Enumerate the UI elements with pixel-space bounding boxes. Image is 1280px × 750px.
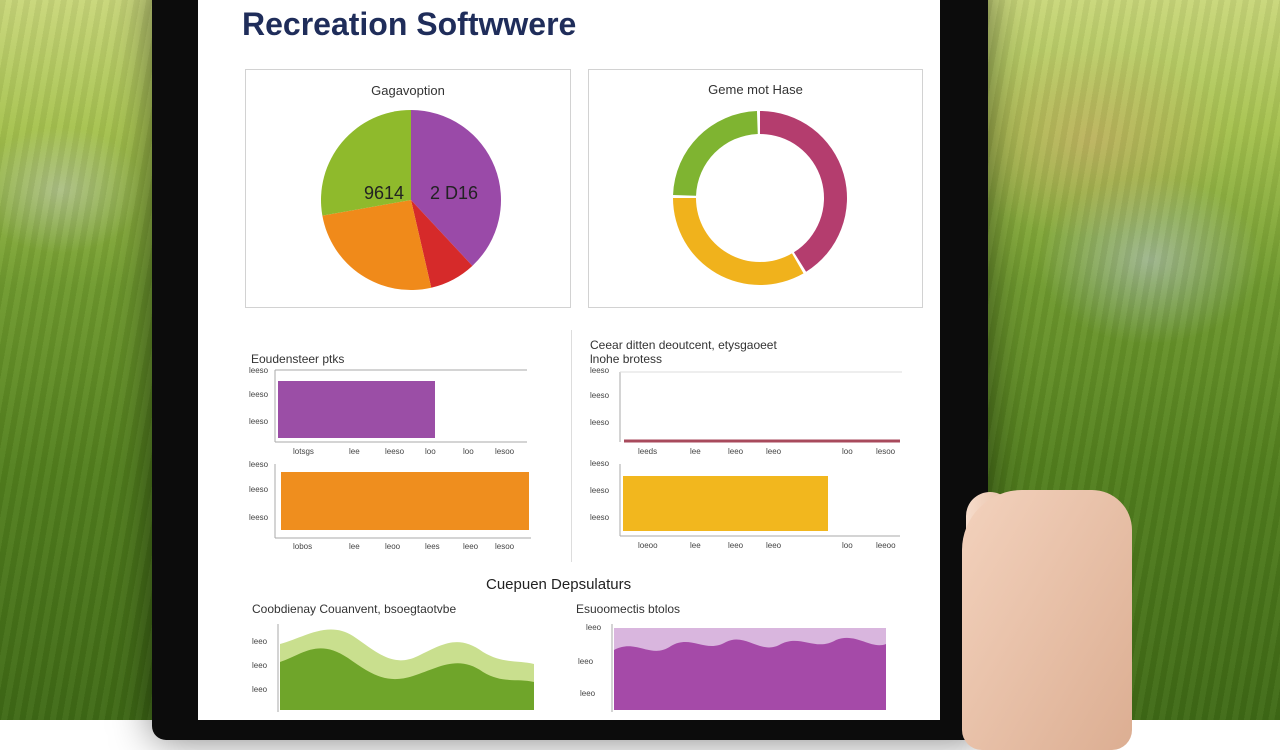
pie-label-right: 2 D16	[430, 183, 478, 203]
axis-label: loo	[463, 447, 474, 456]
tick-label: leeso	[590, 486, 610, 495]
pie-chart: 9614 2 D16	[321, 110, 502, 290]
tick-label: leeso	[590, 418, 610, 427]
tablet-screen: Recreation Softwwere Gagavoption 9614 2 …	[198, 0, 940, 720]
tick-label: leeo	[252, 661, 268, 670]
axis-label: lotsgs	[293, 447, 314, 456]
bar-chart-left: leeso leeso leeso lotsgs lee leeso loo l…	[249, 366, 531, 551]
bottom-bar[interactable]	[281, 472, 529, 530]
axis-label: lesoo	[495, 542, 515, 551]
pie-label-left: 9614	[364, 183, 404, 203]
axis-label: loo	[842, 541, 853, 550]
axis-label: lee	[690, 541, 701, 550]
holding-hand	[962, 490, 1132, 750]
tick-label: leeo	[578, 657, 594, 666]
pie-chart-title: Gagavoption	[371, 83, 445, 98]
axis-label: lesoo	[495, 447, 515, 456]
donut-chart-title: Geme mot Hase	[708, 82, 803, 97]
tick-label: leeso	[249, 417, 269, 426]
bar-chart-panel-left: Eoudensteer ptks leeso leeso leeso lotsg…	[245, 330, 572, 562]
axis-label: leeo	[728, 541, 744, 550]
pie-slice-red[interactable]	[411, 200, 473, 288]
tick-label: leeso	[249, 366, 269, 375]
area-chart-panel-left: Coobdienay Couanvent, bsoegtaotvbe leeo …	[248, 598, 548, 720]
pie-slice-orange[interactable]	[322, 200, 432, 290]
area-left-title: Coobdienay Couanvent, bsoegtaotvbe	[252, 602, 457, 616]
axis-label: leeo	[463, 542, 479, 551]
bar-panel-left-title: Eoudensteer ptks	[251, 352, 345, 366]
app-title: Recreation Softwwere	[242, 6, 577, 42]
area-chart-right: leeo leeo leeo	[578, 623, 886, 712]
pie-slice-purple[interactable]	[411, 110, 502, 266]
pie-chart-panel[interactable]: Gagavoption 9614 2 D16	[245, 69, 571, 308]
donut-segment-yellow[interactable]	[673, 198, 804, 285]
axis-label: loeoo	[638, 541, 658, 550]
area-chart-panel-right: Esuoomectis btolos leeo leeo leeo	[576, 598, 896, 720]
axis-label: loo	[425, 447, 436, 456]
bar-chart-panel-right: Ceear ditten deoutcent, etysgaoeet lnohe…	[586, 330, 916, 562]
axis-label: lee	[690, 447, 701, 456]
axis-label: leeo	[766, 541, 782, 550]
tick-label: leeo	[586, 623, 602, 632]
tick-label: leeso	[249, 485, 269, 494]
area-right-title: Esuoomectis btolos	[576, 602, 681, 616]
axis-label: lees	[425, 542, 440, 551]
tick-label: leeso	[249, 513, 269, 522]
tick-label: leeo	[252, 637, 268, 646]
axis-label: lee	[349, 447, 360, 456]
bar-chart-right: leeso leeso leeso leeds lee leeo leeo lo…	[590, 366, 902, 550]
axis-label: leeo	[766, 447, 782, 456]
donut-segment-green[interactable]	[673, 111, 758, 196]
bar-panel-right-title: Ceear ditten deoutcent, etysgaoeet	[590, 338, 777, 352]
area-chart-left: leeo leeo leeo	[252, 624, 534, 712]
pie-slice-green[interactable]	[321, 110, 411, 216]
tick-label: leeo	[252, 685, 268, 694]
tick-label: leeso	[249, 390, 269, 399]
axis-label: lesoo	[876, 447, 896, 456]
axis-label: leoo	[385, 542, 401, 551]
axis-label: leeds	[638, 447, 657, 456]
tick-label: leeso	[590, 513, 610, 522]
donut-segment-magenta[interactable]	[760, 111, 847, 272]
section-title: Cuepuen Depsulaturs	[486, 576, 632, 593]
tick-label: leeso	[590, 391, 610, 400]
top-bar[interactable]	[278, 381, 435, 438]
tick-label: leeso	[590, 366, 610, 375]
area-series-dark[interactable]	[614, 637, 886, 710]
donut-chart	[673, 111, 847, 285]
axis-label: leeoo	[876, 541, 896, 550]
axis-label: lee	[349, 542, 360, 551]
tick-label: leeso	[590, 459, 610, 468]
tick-label: leeso	[249, 460, 269, 469]
tick-label: leeo	[580, 689, 596, 698]
bottom-bar[interactable]	[623, 476, 828, 531]
axis-label: leeo	[728, 447, 744, 456]
bar-panel-right-subtitle: lnohe brotess	[590, 352, 663, 366]
axis-label: leeso	[385, 447, 405, 456]
axis-label: lobos	[293, 542, 312, 551]
donut-chart-panel[interactable]: Geme mot Hase	[588, 69, 923, 308]
axis-label: loo	[842, 447, 853, 456]
area-series-dark[interactable]	[280, 648, 534, 710]
